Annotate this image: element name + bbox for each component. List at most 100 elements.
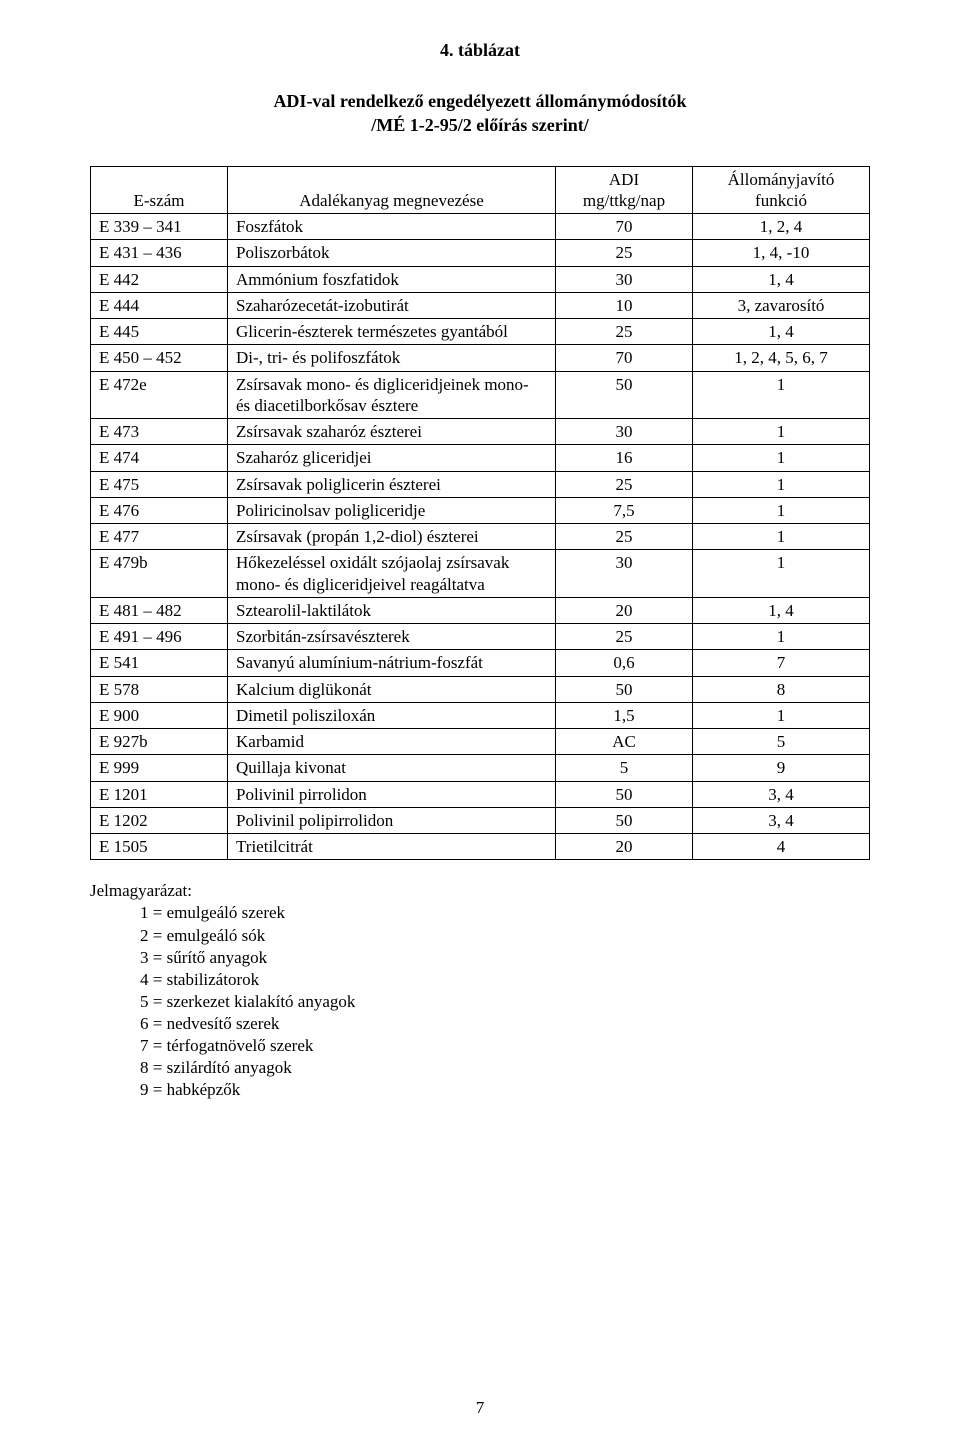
cell-name: Savanyú alumínium-nátrium-foszfát xyxy=(228,650,556,676)
cell-name: Zsírsavak mono- és digliceridjeinek mono… xyxy=(228,371,556,419)
table-header-row: E-szám Adalékanyag megnevezése ADI mg/tt… xyxy=(91,166,870,214)
legend-item: 4 = stabilizátorok xyxy=(140,969,870,991)
legend-list: 1 = emulgeáló szerek2 = emulgeáló sók3 =… xyxy=(90,902,870,1101)
table-row: E 475Zsírsavak poliglicerin észterei251 xyxy=(91,471,870,497)
cell-adi: 20 xyxy=(556,834,693,860)
subtitle-line-2: /MÉ 1-2-95/2 előírás szerint/ xyxy=(90,113,870,137)
cell-adi: 25 xyxy=(556,524,693,550)
table-subtitle: ADI-val rendelkező engedélyezett állomán… xyxy=(90,89,870,138)
cell-name: Karbamid xyxy=(228,729,556,755)
cell-eszam: E 475 xyxy=(91,471,228,497)
cell-eszam: E 1505 xyxy=(91,834,228,860)
cell-func: 3, 4 xyxy=(693,781,870,807)
legend-item: 5 = szerkezet kialakító anyagok xyxy=(140,991,870,1013)
cell-name: Zsírsavak poliglicerin észterei xyxy=(228,471,556,497)
cell-adi: 20 xyxy=(556,597,693,623)
cell-func: 4 xyxy=(693,834,870,860)
cell-name: Kalcium diglükonát xyxy=(228,676,556,702)
cell-adi: AC xyxy=(556,729,693,755)
table-row: E 473Zsírsavak szaharóz észterei301 xyxy=(91,419,870,445)
cell-func: 1, 4 xyxy=(693,597,870,623)
cell-name: Szorbitán-zsírsavészterek xyxy=(228,624,556,650)
cell-eszam: E 578 xyxy=(91,676,228,702)
cell-eszam: E 999 xyxy=(91,755,228,781)
cell-name: Szaharóz gliceridjei xyxy=(228,445,556,471)
cell-adi: 50 xyxy=(556,781,693,807)
cell-func: 1, 4 xyxy=(693,266,870,292)
table-number-title: 4. táblázat xyxy=(90,40,870,61)
cell-adi: 16 xyxy=(556,445,693,471)
additives-table: E-szám Adalékanyag megnevezése ADI mg/tt… xyxy=(90,166,870,861)
cell-func: 1 xyxy=(693,445,870,471)
cell-func: 1 xyxy=(693,497,870,523)
legend-item: 7 = térfogatnövelő szerek xyxy=(140,1035,870,1057)
cell-adi: 70 xyxy=(556,345,693,371)
header-func: Állományjavító funkció xyxy=(693,166,870,214)
cell-func: 1 xyxy=(693,524,870,550)
table-row: E 474Szaharóz gliceridjei161 xyxy=(91,445,870,471)
table-row: E 541Savanyú alumínium-nátrium-foszfát0,… xyxy=(91,650,870,676)
cell-eszam: E 476 xyxy=(91,497,228,523)
legend-item: 1 = emulgeáló szerek xyxy=(140,902,870,924)
cell-func: 1 xyxy=(693,419,870,445)
cell-func: 5 xyxy=(693,729,870,755)
table-row: E 444Szaharózecetát-izobutirát103, zavar… xyxy=(91,292,870,318)
table-row: E 472eZsírsavak mono- és digliceridjeine… xyxy=(91,371,870,419)
cell-adi: 0,6 xyxy=(556,650,693,676)
table-row: E 431 – 436Poliszorbátok251, 4, -10 xyxy=(91,240,870,266)
cell-func: 1 xyxy=(693,702,870,728)
cell-adi: 50 xyxy=(556,371,693,419)
cell-func: 1, 4 xyxy=(693,319,870,345)
header-adi-line1: ADI xyxy=(609,170,639,189)
cell-name: Sztearolil-laktilátok xyxy=(228,597,556,623)
table-row: E 999Quillaja kivonat59 xyxy=(91,755,870,781)
cell-name: Ammónium foszfatidok xyxy=(228,266,556,292)
cell-eszam: E 1202 xyxy=(91,807,228,833)
cell-eszam: E 481 – 482 xyxy=(91,597,228,623)
cell-eszam: E 477 xyxy=(91,524,228,550)
cell-eszam: E 445 xyxy=(91,319,228,345)
cell-func: 3, zavarosító xyxy=(693,292,870,318)
table-row: E 442Ammónium foszfatidok301, 4 xyxy=(91,266,870,292)
cell-eszam: E 442 xyxy=(91,266,228,292)
cell-name: Glicerin-észterek természetes gyantából xyxy=(228,319,556,345)
cell-adi: 25 xyxy=(556,471,693,497)
cell-adi: 30 xyxy=(556,550,693,598)
cell-name: Foszfátok xyxy=(228,214,556,240)
cell-func: 1, 2, 4 xyxy=(693,214,870,240)
cell-name: Zsírsavak (propán 1,2-diol) észterei xyxy=(228,524,556,550)
cell-func: 1 xyxy=(693,371,870,419)
cell-adi: 30 xyxy=(556,419,693,445)
header-func-line1: Állományjavító xyxy=(728,170,835,189)
cell-name: Poliszorbátok xyxy=(228,240,556,266)
cell-adi: 25 xyxy=(556,624,693,650)
table-row: E 578Kalcium diglükonát508 xyxy=(91,676,870,702)
legend-title: Jelmagyarázat: xyxy=(90,880,870,902)
cell-adi: 25 xyxy=(556,240,693,266)
cell-adi: 30 xyxy=(556,266,693,292)
table-row: E 927bKarbamidAC5 xyxy=(91,729,870,755)
header-adi: ADI mg/ttkg/nap xyxy=(556,166,693,214)
cell-name: Trietilcitrát xyxy=(228,834,556,860)
cell-name: Szaharózecetát-izobutirát xyxy=(228,292,556,318)
cell-adi: 70 xyxy=(556,214,693,240)
cell-func: 1, 4, -10 xyxy=(693,240,870,266)
table-row: E 1202Polivinil polipirrolidon503, 4 xyxy=(91,807,870,833)
table-row: E 479bHőkezeléssel oxidált szójaolaj zsí… xyxy=(91,550,870,598)
cell-eszam: E 444 xyxy=(91,292,228,318)
table-body: E 339 – 341Foszfátok701, 2, 4E 431 – 436… xyxy=(91,214,870,860)
cell-eszam: E 491 – 496 xyxy=(91,624,228,650)
header-adi-line2: mg/ttkg/nap xyxy=(583,191,665,210)
table-row: E 476Poliricinolsav poligliceridje7,51 xyxy=(91,497,870,523)
header-eszam: E-szám xyxy=(91,166,228,214)
legend: Jelmagyarázat: 1 = emulgeáló szerek2 = e… xyxy=(90,880,870,1101)
table-row: E 445Glicerin-észterek természetes gyant… xyxy=(91,319,870,345)
table-row: E 1505Trietilcitrát204 xyxy=(91,834,870,860)
cell-name: Zsírsavak szaharóz észterei xyxy=(228,419,556,445)
cell-eszam: E 473 xyxy=(91,419,228,445)
cell-eszam: E 450 – 452 xyxy=(91,345,228,371)
legend-item: 2 = emulgeáló sók xyxy=(140,925,870,947)
cell-func: 8 xyxy=(693,676,870,702)
table-row: E 450 – 452Di-, tri- és polifoszfátok701… xyxy=(91,345,870,371)
legend-item: 3 = sűrítő anyagok xyxy=(140,947,870,969)
